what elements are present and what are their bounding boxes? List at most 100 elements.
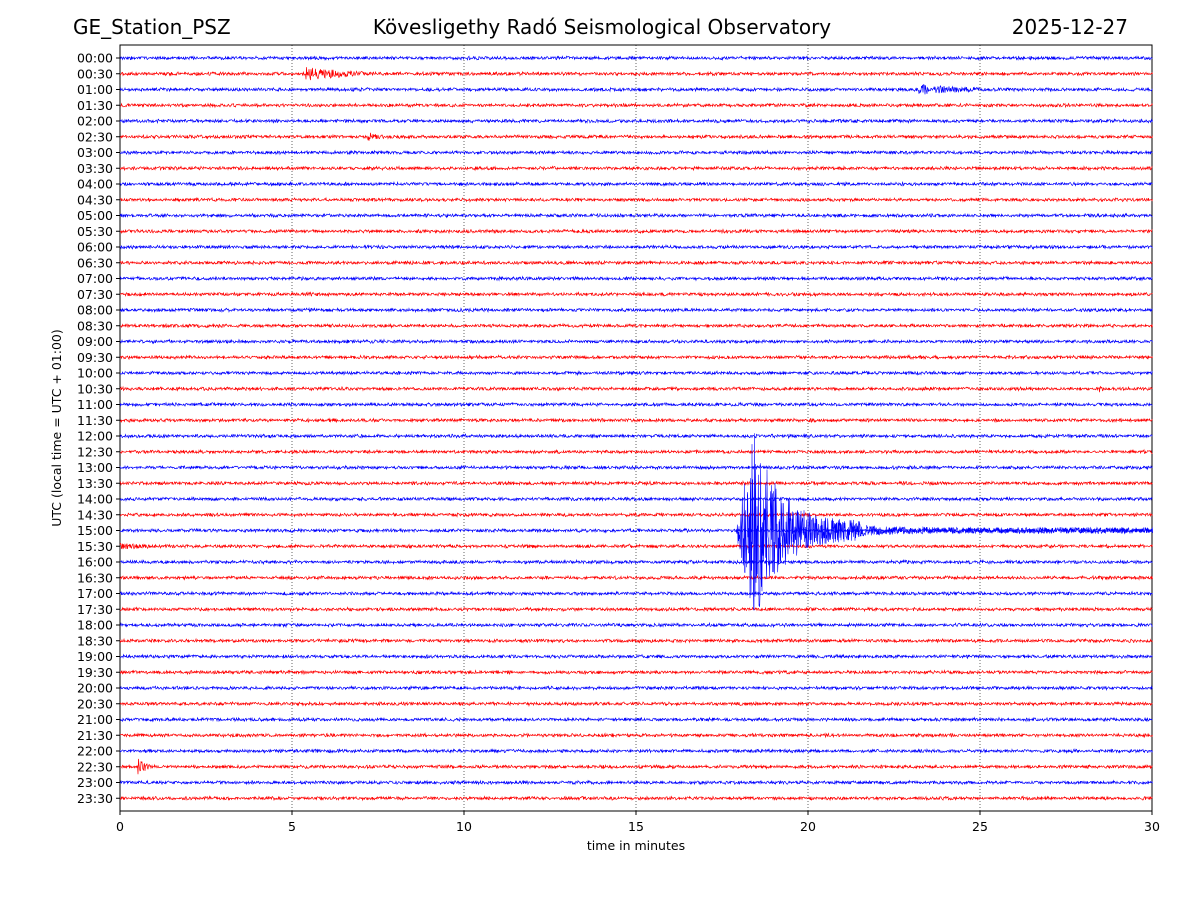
- trace-line: [119, 558, 1153, 566]
- trace-line: [119, 574, 1153, 581]
- y-tick-label: 21:30: [77, 728, 113, 743]
- y-tick-label: 13:30: [77, 476, 113, 491]
- trace-line: [119, 653, 1153, 660]
- y-tick-label: 17:00: [77, 586, 113, 601]
- y-tick-label: 18:00: [77, 618, 113, 633]
- y-tick-label: 00:00: [77, 51, 113, 66]
- trace-line: [119, 448, 1153, 455]
- trace-line: [119, 758, 1153, 775]
- trace-line: [119, 370, 1153, 377]
- x-axis-ticks: 0 5 10 15 20 25 30: [116, 811, 1160, 834]
- y-tick-label: 20:30: [77, 696, 113, 711]
- y-tick-label: 04:30: [77, 192, 113, 207]
- y-axis-label: UTC (local time = UTC + 01:00): [49, 329, 64, 527]
- x-tick-label: 20: [800, 819, 816, 834]
- trace-line: [119, 322, 1153, 329]
- trace-line: [119, 716, 1153, 723]
- date-label: 2025-12-27: [1011, 15, 1128, 39]
- y-tick-label: 07:00: [77, 271, 113, 286]
- y-tick-label: 13:00: [77, 460, 113, 475]
- trace-line: [119, 669, 1153, 676]
- y-tick-label: 03:30: [77, 161, 113, 176]
- trace-line: [119, 542, 1153, 550]
- y-tick-label: 12:30: [77, 444, 113, 459]
- y-tick-label: 18:30: [77, 633, 113, 648]
- y-tick-label: 23:00: [77, 775, 113, 790]
- trace-line: [119, 700, 1153, 707]
- y-tick-label: 05:30: [77, 224, 113, 239]
- y-tick-label: 09:30: [77, 350, 113, 365]
- trace-line: [119, 385, 1153, 393]
- trace-line: [119, 684, 1153, 692]
- trace-line: [119, 149, 1153, 156]
- y-tick-label: 06:30: [77, 255, 113, 270]
- trace-line: [119, 748, 1153, 754]
- y-tick-label: 12:00: [77, 429, 113, 444]
- trace-line: [119, 84, 1153, 95]
- y-tick-label: 09:00: [77, 334, 113, 349]
- trace-line: [119, 243, 1153, 251]
- trace-line: [119, 354, 1153, 361]
- trace-line: [120, 275, 1153, 282]
- y-tick-label: 14:00: [77, 492, 113, 507]
- y-tick-label: 19:00: [77, 649, 113, 664]
- y-tick-label: 15:00: [77, 523, 113, 538]
- y-tick-label: 11:00: [77, 397, 113, 412]
- earthquake-trace: [735, 433, 1153, 611]
- y-tick-label: 17:30: [77, 602, 113, 617]
- x-tick-label: 0: [116, 819, 124, 834]
- y-tick-label: 10:30: [77, 381, 113, 396]
- trace-line: [119, 590, 1153, 597]
- y-tick-label: 10:00: [77, 366, 113, 381]
- y-tick-label: 05:00: [77, 208, 113, 223]
- chart-title: Kövesligethy Radó Seismological Observat…: [372, 15, 832, 39]
- x-tick-label: 25: [972, 819, 988, 834]
- station-label: GE_Station_PSZ: [73, 15, 231, 39]
- y-tick-label: 20:00: [77, 681, 113, 696]
- y-tick-label: 21:00: [77, 712, 113, 727]
- x-axis-label: time in minutes: [587, 838, 685, 853]
- trace-line: [119, 102, 1153, 109]
- trace-line: [119, 480, 1153, 487]
- trace-line: [119, 132, 1153, 141]
- trace-line: [119, 259, 1153, 266]
- y-tick-label: 00:30: [77, 66, 113, 81]
- trace-line: [119, 165, 1153, 172]
- trace-line: [119, 228, 1153, 235]
- x-tick-label: 30: [1144, 819, 1160, 834]
- trace-line: [119, 621, 1153, 629]
- y-tick-label: 01:30: [77, 98, 113, 113]
- y-tick-label: 04:00: [77, 177, 113, 192]
- y-tick-label: 01:00: [77, 82, 113, 97]
- y-tick-label: 15:30: [77, 539, 113, 554]
- y-tick-label: 14:30: [77, 507, 113, 522]
- y-tick-label: 07:30: [77, 287, 113, 302]
- trace-line: [119, 496, 1153, 503]
- x-tick-label: 10: [456, 819, 472, 834]
- trace-line: [119, 511, 1153, 518]
- traces: [119, 55, 1153, 802]
- trace-line: [119, 464, 1153, 471]
- y-tick-label: 23:30: [77, 791, 113, 806]
- trace-line: [119, 338, 1153, 345]
- trace-line: [119, 212, 1153, 219]
- trace-line: [119, 732, 1153, 739]
- trace-line: [119, 180, 1153, 188]
- trace-line: [119, 67, 1153, 81]
- x-tick-label: 15: [628, 819, 644, 834]
- trace-line: [119, 55, 1153, 62]
- y-axis-ticks: 00:0000:3001:0001:3002:0002:3003:0003:30…: [77, 51, 120, 806]
- y-tick-label: 08:00: [77, 303, 113, 318]
- y-tick-label: 02:00: [77, 114, 113, 129]
- x-tick-label: 5: [288, 819, 296, 834]
- y-tick-label: 03:00: [77, 145, 113, 160]
- y-tick-label: 02:30: [77, 129, 113, 144]
- trace-line: [119, 417, 1153, 424]
- y-tick-label: 22:30: [77, 759, 113, 774]
- trace-line: [119, 432, 1153, 440]
- y-tick-label: 19:30: [77, 665, 113, 680]
- trace-line: [119, 307, 1153, 314]
- trace-line: [119, 779, 1153, 786]
- trace-line: [119, 637, 1153, 644]
